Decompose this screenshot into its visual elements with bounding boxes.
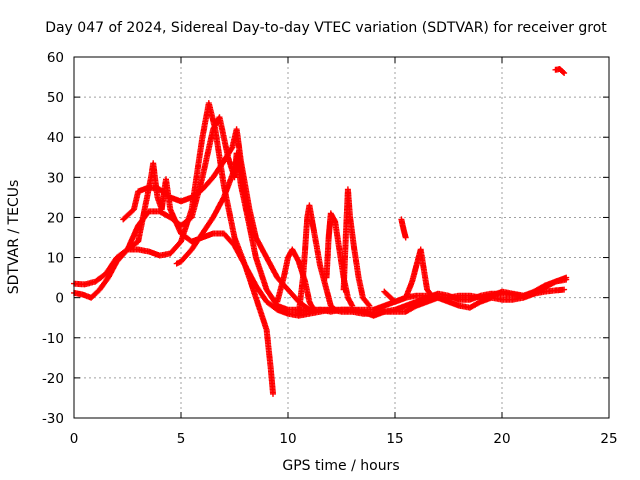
series-marker-trail [173,150,255,267]
y-tick-label: 40 [47,130,64,146]
x-tick-label: 20 [493,431,510,447]
y-tick-label: 0 [55,291,64,307]
x-tick-label: 10 [279,431,296,447]
series-track-5 [173,150,255,267]
y-tick-label: 50 [47,90,64,106]
x-tick-label: 5 [177,431,186,447]
y-tick-label: -30 [42,411,64,427]
plot-frame [73,56,610,419]
series-track-9 [340,186,373,309]
y-tick-label: 30 [47,170,64,186]
y-axis-label: SDTVAR / TECUs [6,180,22,295]
series-marker-trail [381,246,437,305]
y-tick-label: 20 [47,210,64,226]
x-tick-label: 15 [386,431,403,447]
series-marker-trail [340,186,373,309]
x-axis-label: GPS time / hours [282,458,399,474]
series-marker-trail [398,216,409,241]
y-tick-label: 60 [47,50,64,66]
y-tick-label: -10 [42,331,64,347]
series-track-7 [295,202,339,317]
y-tick-label: 10 [47,251,64,267]
chart-title: Day 047 of 2024, Sidereal Day-to-day VTE… [45,20,607,36]
series-marker-trail [552,66,568,76]
series-track-10 [398,216,409,241]
marks-layer [71,66,570,397]
x-tick-label: 0 [70,431,79,447]
series-track-12 [552,66,568,76]
series-track-11 [381,246,437,305]
series-marker-trail [295,202,339,317]
y-tick-label: -20 [42,371,64,387]
x-tick-label: 25 [600,431,617,447]
